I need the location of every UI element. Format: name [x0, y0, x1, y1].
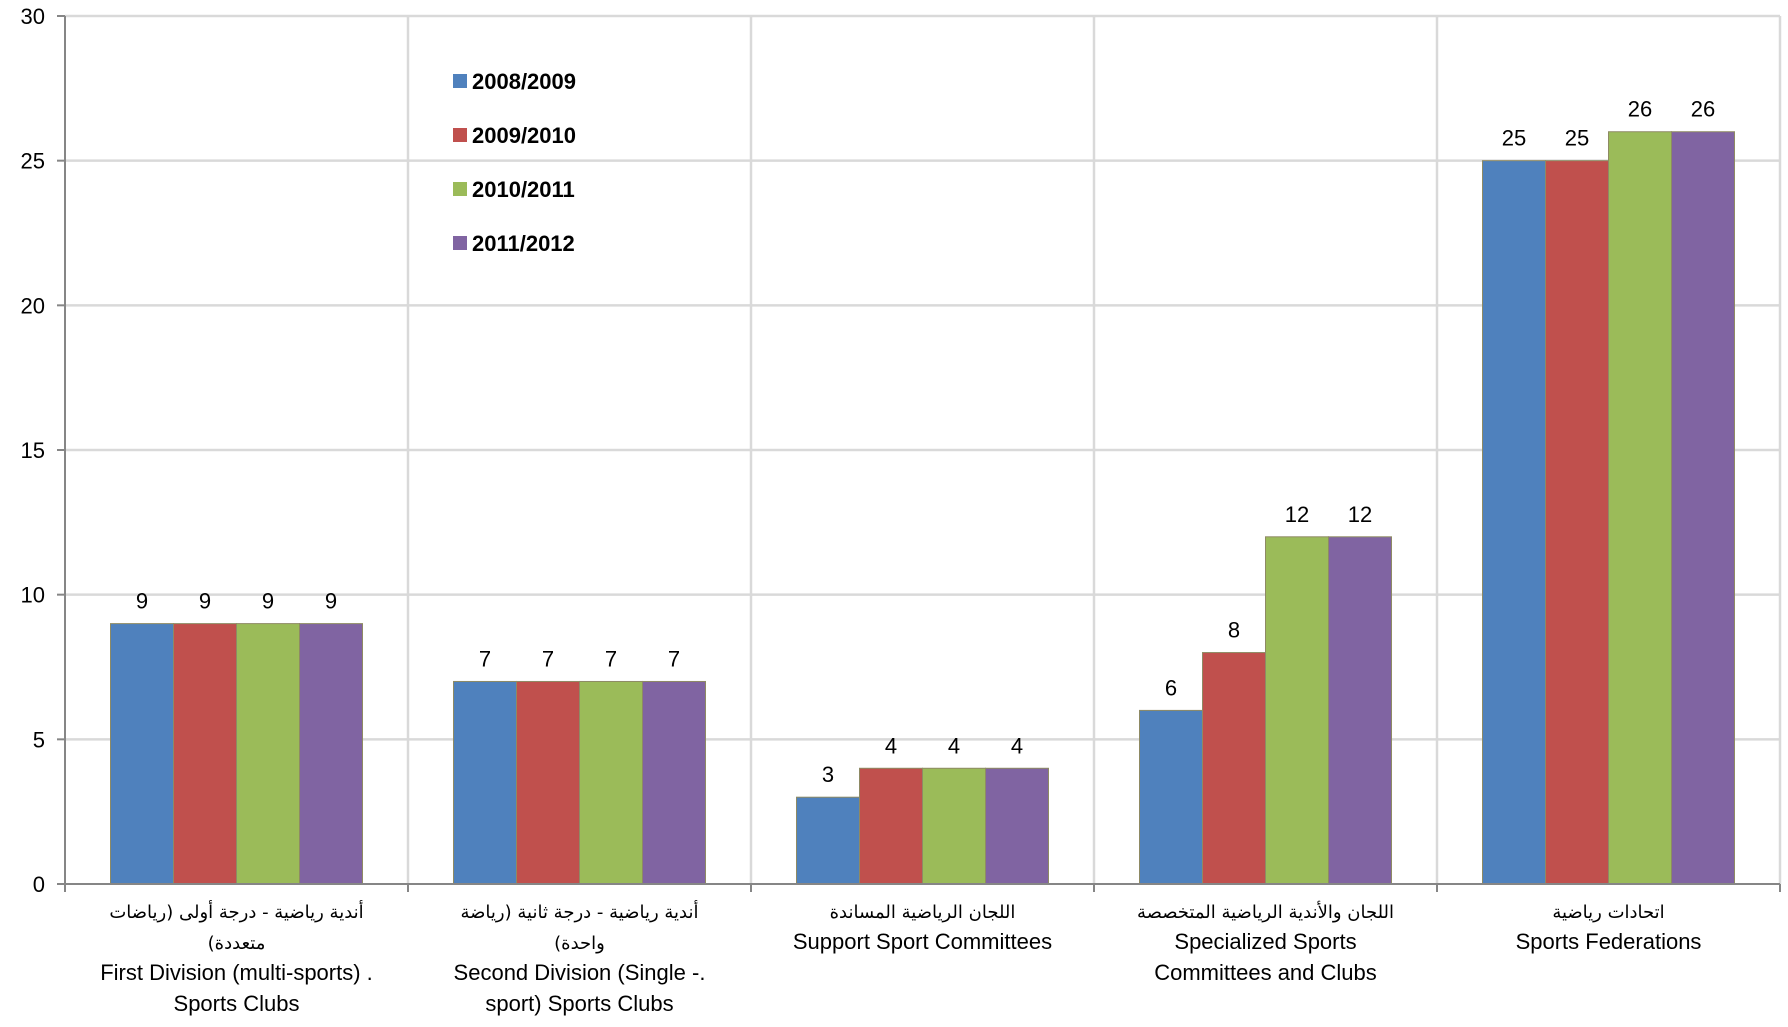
- category-label-en: Support Sport Committees: [793, 929, 1052, 954]
- bar: [1202, 652, 1266, 885]
- category-label-en: Sports Federations: [1516, 929, 1702, 954]
- data-label: 4: [1011, 733, 1023, 758]
- legend-label: 2008/2009: [472, 69, 576, 94]
- bar: [1328, 536, 1392, 885]
- bar: [1545, 160, 1609, 885]
- bar: [985, 767, 1049, 885]
- data-label: 25: [1502, 126, 1526, 151]
- category-label-en: Sports Clubs: [174, 991, 300, 1016]
- category-label-ar: أندية رياضية - درجة ثانية (رياضة: [461, 900, 699, 923]
- bar: [1671, 131, 1735, 885]
- y-tick-label: 0: [33, 872, 45, 897]
- legend-label: 2011/2012: [472, 231, 575, 256]
- category-label-ar: اللجان والأندية الرياضية المتخصصة: [1137, 901, 1394, 923]
- data-label: 7: [668, 646, 680, 671]
- category-label-ar: متعددة): [208, 933, 266, 954]
- bar: [299, 623, 363, 885]
- legend-swatch: [453, 182, 467, 196]
- bar: [922, 767, 986, 885]
- legend-swatch: [453, 128, 467, 142]
- category-labels: أندية رياضية - درجة أولى (رياضات متعددة) F…: [100, 900, 1701, 1016]
- y-tick-label: 30: [21, 4, 45, 29]
- legend-label: 2009/2010: [472, 123, 576, 148]
- legend-swatch: [453, 236, 467, 250]
- category-label-en: Specialized Sports: [1174, 929, 1356, 954]
- y-tick-label: 25: [21, 149, 45, 174]
- y-tick-label: 10: [21, 583, 45, 608]
- y-tick-label: 20: [21, 293, 45, 318]
- bar: [859, 767, 923, 885]
- data-label: 7: [479, 646, 491, 671]
- bar: [642, 680, 706, 885]
- data-label: 25: [1565, 126, 1589, 151]
- data-label: 9: [136, 589, 148, 614]
- legend: 2008/2009 2009/2010 2010/2011 2011/2012: [453, 69, 576, 256]
- category-label-ar: أندية رياضية - درجة أولى (رياضات: [109, 900, 363, 923]
- data-label: 3: [822, 762, 834, 787]
- bar: [579, 680, 643, 885]
- data-label: 8: [1228, 618, 1240, 643]
- bar: [236, 623, 300, 885]
- data-label: 9: [199, 589, 211, 614]
- bar: [1265, 536, 1329, 885]
- category-label-en: Committees and Clubs: [1154, 960, 1377, 985]
- data-label: 6: [1165, 675, 1177, 700]
- data-label: 12: [1348, 502, 1372, 527]
- data-label: 26: [1628, 97, 1652, 122]
- data-label: 26: [1691, 97, 1715, 122]
- data-label: 4: [885, 733, 897, 758]
- bar: [796, 796, 860, 885]
- axes: 0 5 10 15 20 25 30: [21, 4, 1781, 897]
- category-label-ar: واحدة): [554, 933, 605, 954]
- gridlines: [65, 14, 1782, 884]
- category-label-en: First Division (multi-sports) .: [100, 960, 373, 985]
- bar: [173, 623, 237, 885]
- bar: [1482, 160, 1546, 885]
- data-label: 12: [1285, 502, 1309, 527]
- y-tick-label: 5: [33, 727, 45, 752]
- y-tick-label: 15: [21, 438, 45, 463]
- bar: [110, 623, 174, 885]
- bars-group: [110, 131, 1735, 885]
- category-label-en: Second Division (Single -.: [454, 960, 706, 985]
- category-label-ar: اللجان الرياضية المساندة: [830, 902, 1016, 923]
- data-label: 9: [262, 589, 274, 614]
- data-label: 4: [948, 733, 960, 758]
- bar: [1608, 131, 1672, 885]
- data-labels: 9 7 3 6 25 9 7 4 8 25 9 7 4 12 26 9 7 4 12 26: [136, 97, 1715, 787]
- data-label: 7: [542, 646, 554, 671]
- data-label: 7: [605, 646, 617, 671]
- category-label-ar: اتحادات رياضية: [1552, 902, 1664, 923]
- data-label: 9: [325, 589, 337, 614]
- bar: [453, 680, 517, 885]
- bar: [516, 680, 580, 885]
- legend-swatch: [453, 74, 467, 88]
- bar: [1139, 709, 1203, 885]
- category-label-en: sport) Sports Clubs: [485, 991, 673, 1016]
- legend-label: 2010/2011: [472, 177, 575, 202]
